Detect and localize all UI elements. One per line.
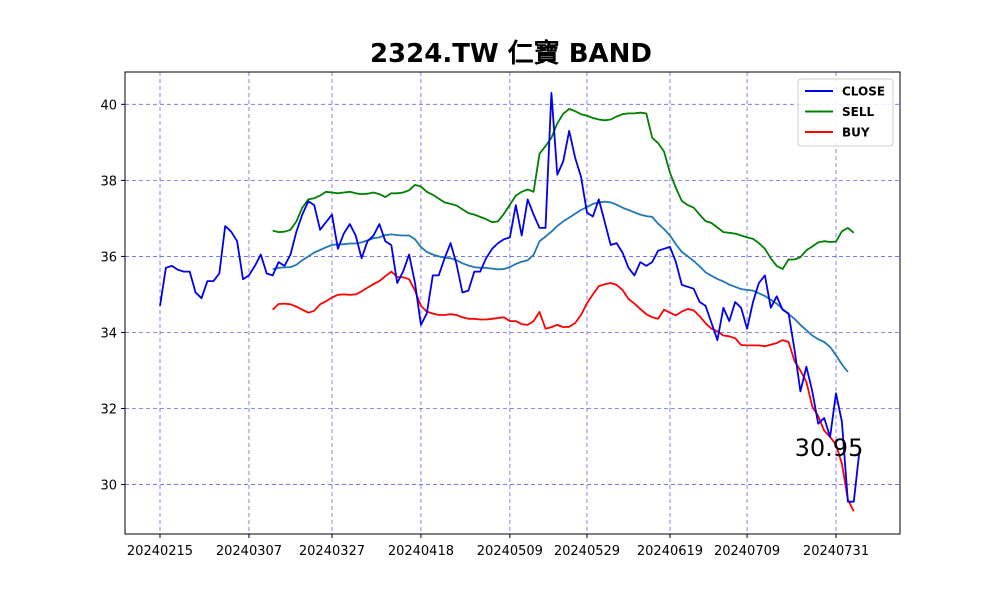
x-tick-label: 20240327 bbox=[299, 544, 365, 559]
series-layer bbox=[159, 92, 861, 512]
legend-label-close: CLOSE bbox=[842, 85, 885, 99]
y-tick-label: 40 bbox=[100, 98, 117, 113]
y-tick-label: 34 bbox=[100, 326, 117, 341]
last-close-annotation: 30.95 bbox=[795, 434, 864, 462]
legend: CLOSE SELL BUY bbox=[797, 78, 894, 147]
legend-box bbox=[797, 78, 894, 147]
grid-lines bbox=[125, 72, 900, 534]
x-tick-label: 20240509 bbox=[477, 544, 543, 559]
plot-frame bbox=[124, 71, 901, 535]
x-tick-label: 20240418 bbox=[388, 544, 454, 559]
x-tick-label: 20240619 bbox=[637, 544, 703, 559]
x-axis: 20240215 20240307 20240327 20240418 20240509… bbox=[127, 534, 869, 559]
series-close-line bbox=[159, 92, 861, 503]
y-axis: 30 32 34 36 38 40 bbox=[100, 98, 125, 494]
y-tick-label: 38 bbox=[100, 174, 117, 189]
series-buy-line bbox=[272, 270, 855, 512]
legend-label-buy: BUY bbox=[842, 126, 870, 140]
legend-label-sell: SELL bbox=[842, 105, 874, 119]
y-tick-label: 36 bbox=[100, 250, 117, 265]
chart-title: 2324.TW 仁寶 BAND bbox=[370, 38, 652, 69]
y-tick-label: 30 bbox=[100, 479, 117, 494]
x-tick-label: 20240215 bbox=[127, 544, 193, 559]
series-sell-line bbox=[272, 108, 855, 270]
x-tick-label: 20240529 bbox=[554, 544, 620, 559]
y-tick-label: 32 bbox=[100, 403, 117, 418]
x-tick-label: 20240731 bbox=[803, 544, 869, 559]
x-tick-label: 20240307 bbox=[216, 544, 282, 559]
x-tick-label: 20240709 bbox=[714, 544, 780, 559]
